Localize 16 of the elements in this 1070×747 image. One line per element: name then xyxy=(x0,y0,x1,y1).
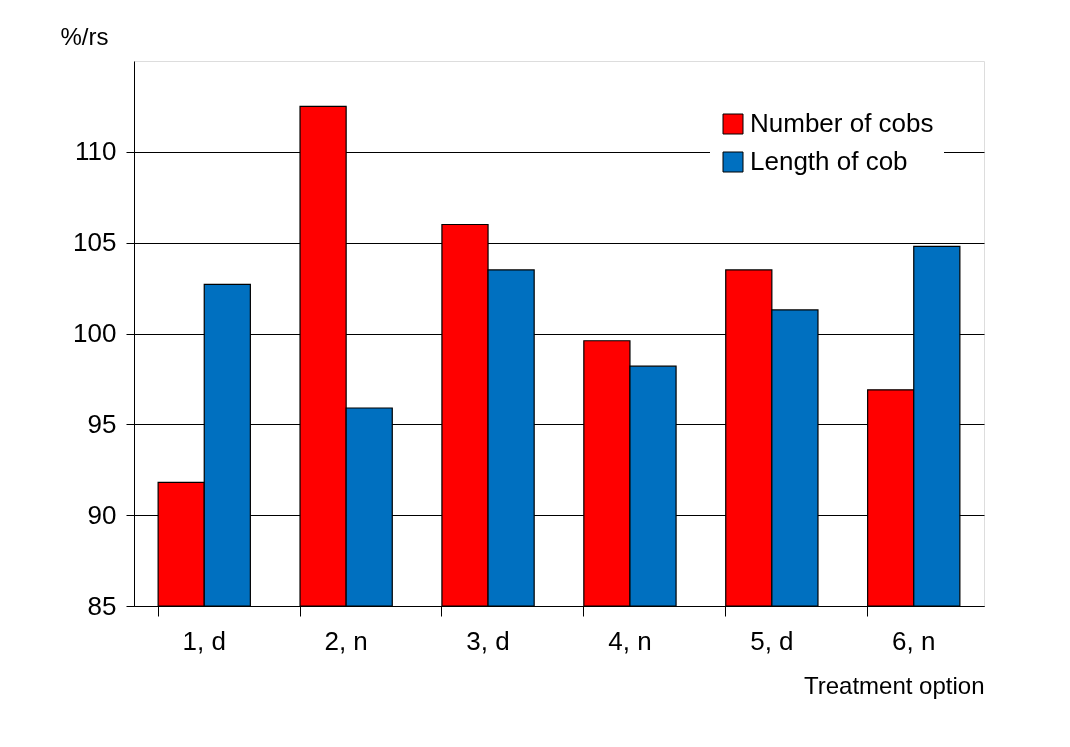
y-tick-label: 85 xyxy=(87,590,117,621)
x-tick-label: 2, n xyxy=(324,625,368,656)
y-tick-label: 95 xyxy=(87,408,117,439)
y-tick-label: 105 xyxy=(73,227,117,258)
y-tick-label: 100 xyxy=(73,318,117,348)
legend-label: Length of cob xyxy=(750,146,908,176)
x-tick-label: 1, d xyxy=(182,625,226,656)
x-tick-label: 5, d xyxy=(750,625,794,656)
x-tick-label: 6, n xyxy=(892,625,936,656)
y-axis-title: %/rs xyxy=(60,22,109,50)
legend-label: Number of cobs xyxy=(750,108,934,138)
y-tick-label: 90 xyxy=(87,499,117,530)
y-tick-label: 110 xyxy=(75,136,117,167)
x-tick-label: 4, n xyxy=(608,625,652,656)
x-tick-label: 3, d xyxy=(466,625,510,656)
x-axis-title: Treatment option xyxy=(803,671,985,699)
